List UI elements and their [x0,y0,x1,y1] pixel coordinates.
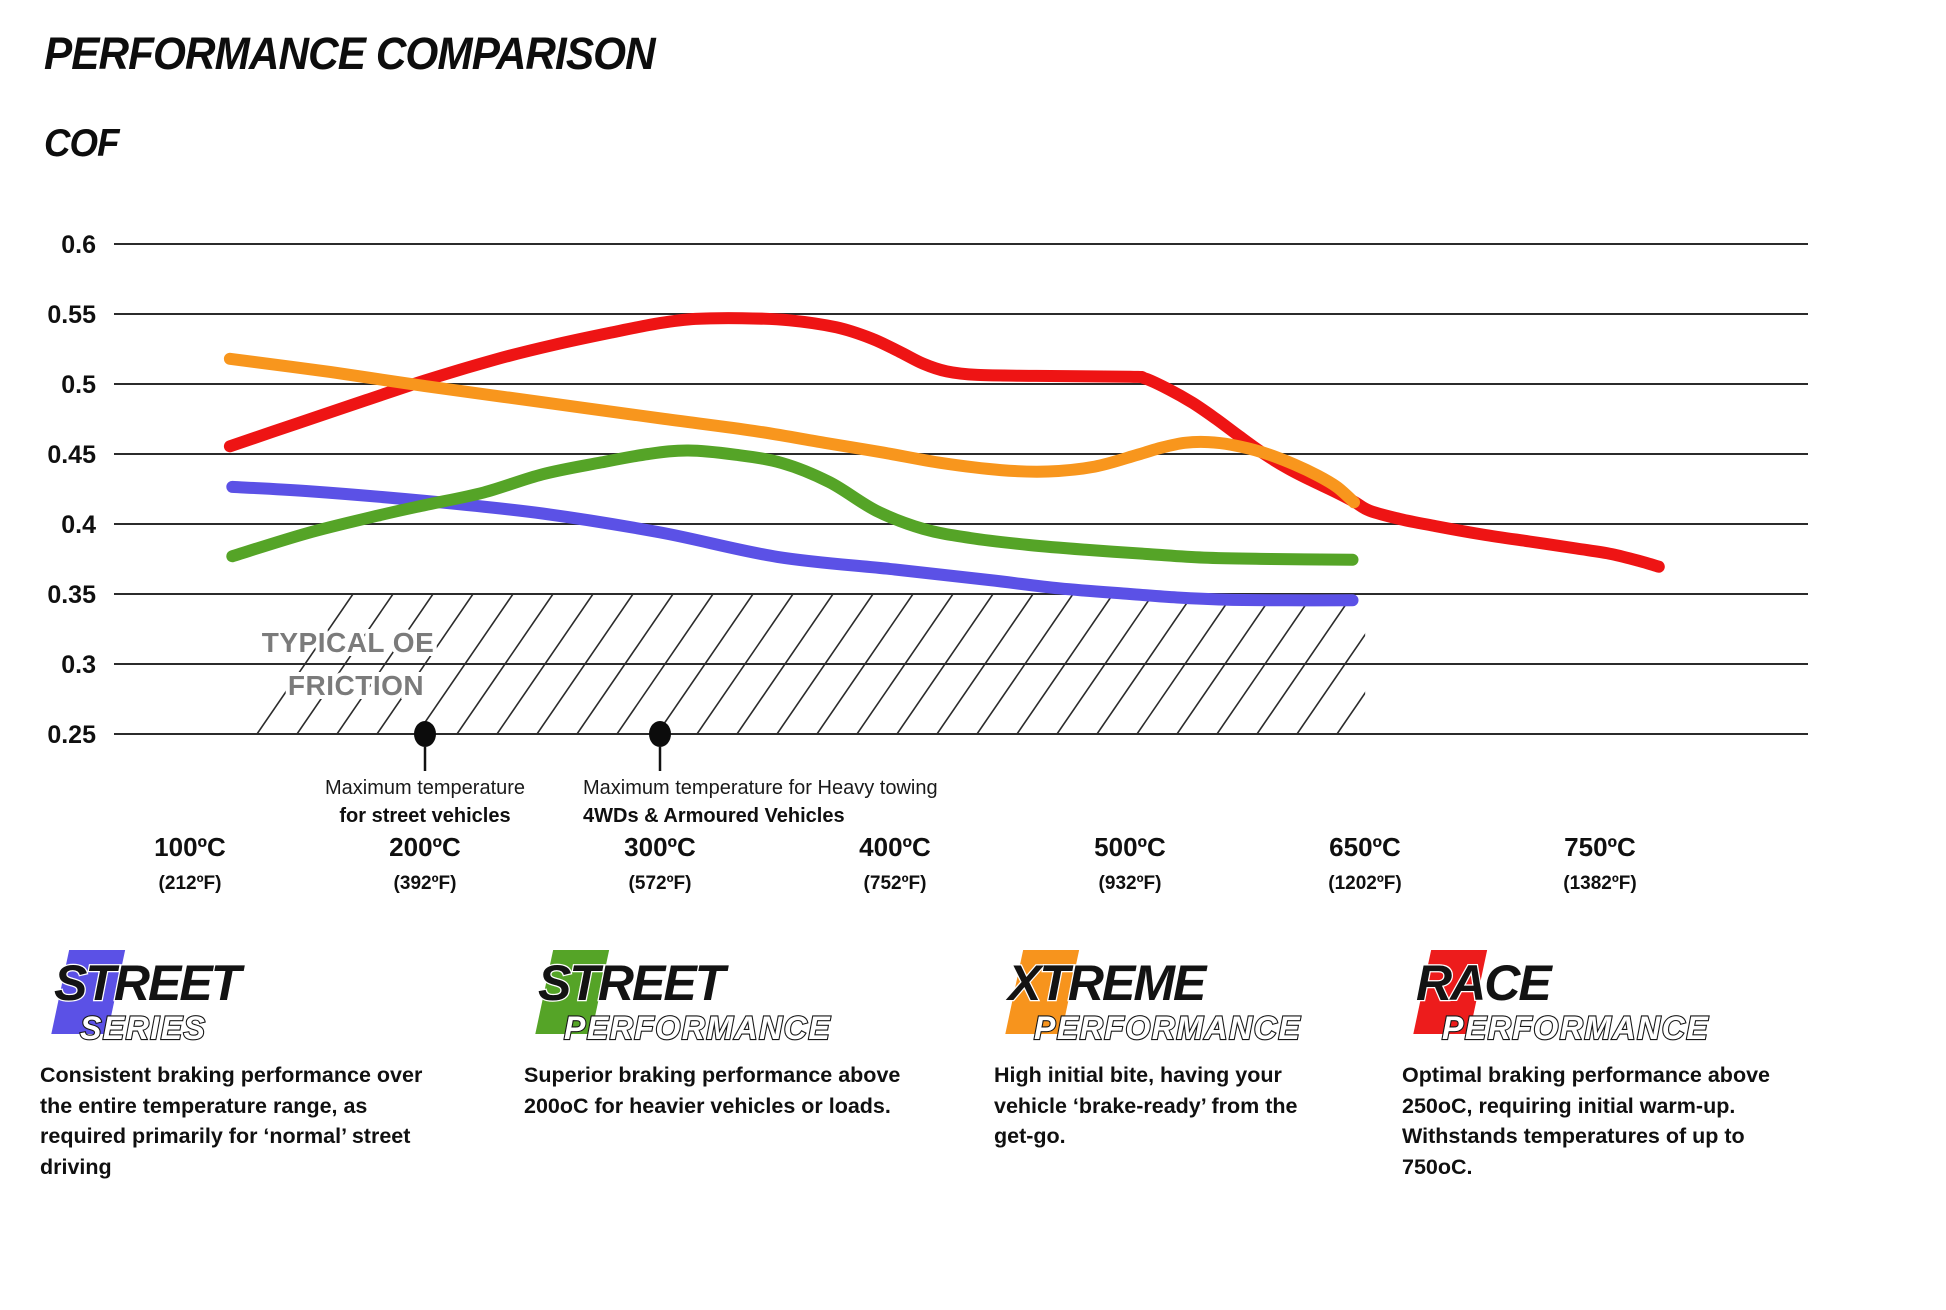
marker-text-line2: for street vehicles [339,805,510,827]
y-tick-label: 0.6 [61,231,96,259]
hatch-line [1336,594,1366,734]
marker-text-line2: 4WDs & Armoured Vehicles [583,805,845,827]
legend-item-street-series: STREET SERIES Consistent braking perform… [40,946,450,1182]
x-tick-label: 200ºC [389,832,461,862]
xtreme-performance-logo-swatch [1005,950,1080,1034]
series-line-street-series [226,480,1359,607]
x-tick-sublabel: (1202ºF) [1328,873,1401,894]
street-performance-word1: STREET [538,955,730,1011]
x-tick-label: 100ºC [154,832,226,862]
oe-band-label-line1: TYPICAL OE [262,627,435,658]
y-axis-labels: 0.6 0.55 0.5 0.45 0.4 0.35 0.3 0.25 [47,231,96,749]
y-tick-label: 0.3 [61,651,96,679]
race-performance-logo-swatch [1413,950,1488,1034]
oe-band-label: TYPICAL OE FRICTION [258,623,438,705]
page-title: PERFORMANCE COMPARISON [44,28,656,79]
street-performance-word2: PERFORMANCE [564,1010,831,1046]
x-tick-sublabel: (752ºF) [864,873,927,894]
max-temp-marker-200c: Maximum temperature for street vehicles [325,721,525,827]
street-series-word2: SERIES [80,1010,206,1046]
marker-dot [414,721,436,747]
x-tick-sublabel: (212ºF) [159,873,222,894]
legend-item-race-performance: RACE PERFORMANCE Optimal braking perform… [1402,946,1782,1182]
marker-text-line1: Maximum temperature for Heavy towing [583,777,938,799]
y-tick-label: 0.35 [47,581,96,609]
race-performance-word1: RACE [1416,955,1553,1011]
x-tick-label: 400ºC [859,832,931,862]
x-tick-sublabel: (572ºF) [629,873,692,894]
y-tick-label: 0.55 [47,301,96,329]
series-line-xtreme-performance [223,352,1360,509]
oe-band-label-line2: FRICTION [288,670,424,701]
x-tick-label: 300ºC [624,832,696,862]
legend: STREET SERIES Consistent braking perform… [0,946,1946,1286]
race-performance-word2: PERFORMANCE [1442,1010,1709,1046]
x-tick-sublabel: (392ºF) [394,873,457,894]
xtreme-performance-word2: PERFORMANCE [1034,1010,1301,1046]
xtreme-performance-description: High initial bite, having your vehicle ‘… [994,1063,1298,1149]
cof-temperature-line-chart: 0.6 0.55 0.5 0.45 0.4 0.35 0.3 0.25 TYPICAL OE FR… [47,231,1808,894]
legend-item-street-performance: STREET PERFORMANCE Superior braking perf… [524,946,924,1121]
y-tick-label: 0.25 [47,721,96,749]
street-performance-logo-swatch [535,950,610,1034]
race-performance-logo: RACE PERFORMANCE [1413,950,1709,1047]
marker-text-line1: Maximum temperature [325,777,525,799]
xtreme-performance-word1: XTREME [1005,955,1208,1011]
race-performance-description: Optimal braking performance above 250oC,… [1402,1063,1770,1179]
street-series-word1: STREET [54,955,246,1011]
series-line-street-performance [226,444,1359,566]
marker-dot [649,721,671,747]
x-axis-labels: 100ºC (212ºF) 200ºC (392ºF) 300ºC (572ºF) 400º… [154,832,1637,894]
street-series-logo-swatch [51,950,126,1034]
gridlines [114,243,1808,735]
y-tick-label: 0.5 [61,371,96,399]
street-series-logo: STREET SERIES [51,950,249,1047]
cof-axis-title: COF [44,122,120,165]
x-tick-sublabel: (932ºF) [1099,873,1162,894]
xtreme-performance-logo: XTREME PERFORMANCE [1004,950,1301,1047]
x-tick-sublabel: (1382ºF) [1563,873,1636,894]
series-line-race-performance [223,312,1665,573]
street-performance-description: Superior braking performance above 200oC… [524,1063,901,1118]
street-performance-logo: STREET PERFORMANCE [535,950,831,1047]
x-tick-label: 750ºC [1564,832,1636,862]
max-temp-marker-300c: Maximum temperature for Heavy towing 4WDs… [583,721,938,827]
street-series-description: Consistent braking performance over the … [40,1063,423,1179]
x-tick-label: 500ºC [1094,832,1166,862]
legend-item-xtreme-performance: XTREME PERFORMANCE High initial bite, ha… [994,946,1334,1152]
y-tick-label: 0.4 [61,511,96,539]
y-tick-label: 0.45 [47,441,96,469]
x-tick-label: 650ºC [1329,832,1401,862]
